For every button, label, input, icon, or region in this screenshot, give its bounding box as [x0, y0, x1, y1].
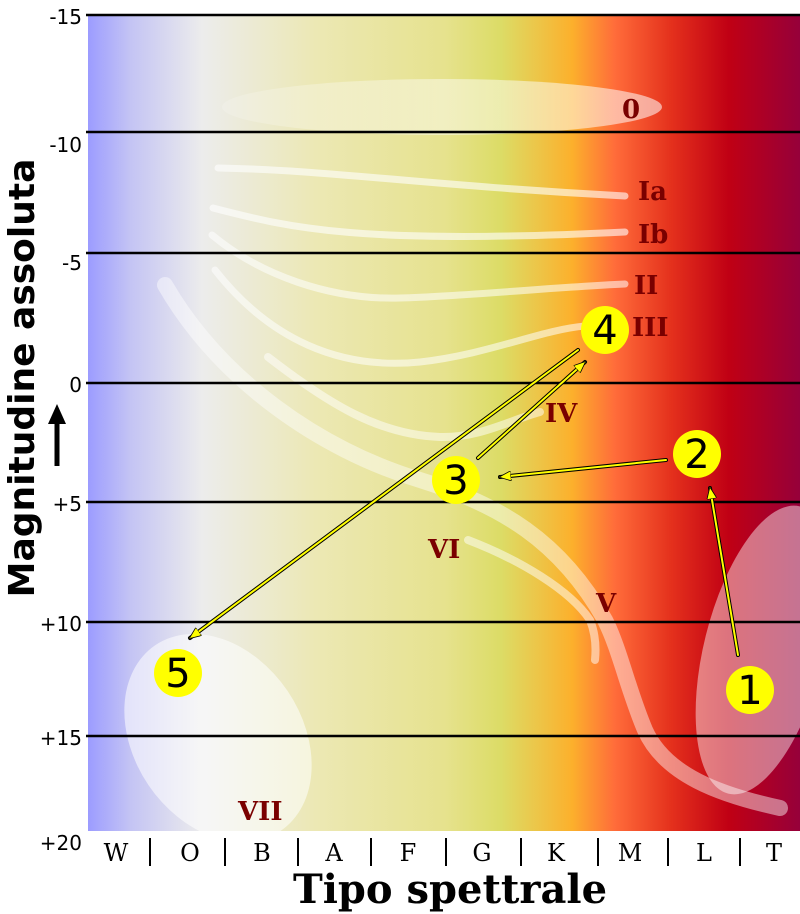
spectral-label: A	[324, 839, 343, 867]
stage-marker-4: 4	[581, 306, 629, 354]
y-tick-label: 0	[69, 373, 82, 397]
band-ib	[209, 204, 629, 241]
lum-label-v: V	[595, 589, 617, 619]
luminosity-bands	[157, 164, 788, 816]
y-tick-label: +5	[53, 492, 82, 516]
up-arrow-icon	[48, 404, 66, 466]
y-tick-label: +15	[40, 726, 82, 750]
band-ia	[214, 164, 629, 200]
arrow-3-4-fill	[477, 362, 585, 459]
lum-label-vi: VI	[427, 535, 460, 565]
spectral-separators	[149, 838, 741, 866]
lum-label-ib: Ib	[638, 220, 668, 250]
band-iv	[264, 353, 544, 442]
stage-markers: 1 2 3 4 5	[154, 306, 774, 714]
spectral-labels: W O B A F G K M L T	[104, 839, 782, 867]
y-tick-label: +20	[40, 831, 82, 855]
lum-label-ia: Ia	[638, 177, 667, 207]
stage-number: 5	[165, 651, 190, 697]
band-v	[157, 277, 788, 816]
spectral-label: F	[400, 839, 417, 867]
spectral-label: G	[472, 839, 491, 867]
spectral-label: W	[104, 839, 129, 867]
y-tick-label: -5	[62, 251, 82, 275]
lum-label-ii: II	[634, 271, 658, 301]
spectral-label: K	[547, 839, 566, 867]
lum-label-0: 0	[622, 95, 640, 125]
grid-lines	[86, 13, 800, 738]
stage-number: 2	[684, 432, 709, 478]
arrow-4-5-fill	[190, 349, 579, 638]
stage-marker-3: 3	[432, 456, 480, 504]
lum-label-vii: VII	[237, 797, 283, 827]
spectral-label: O	[180, 839, 200, 867]
spectral-label: B	[253, 839, 271, 867]
y-tick-label: +10	[40, 612, 82, 636]
y-tick-label: -15	[49, 5, 82, 29]
evolution-arrows-fill	[190, 349, 739, 656]
band-vi	[464, 536, 600, 664]
spectral-label: M	[618, 839, 643, 867]
spectral-label: T	[766, 839, 782, 867]
lum-label-iv: IV	[545, 399, 578, 429]
stage-number: 3	[443, 458, 468, 504]
stage-marker-1: 1	[726, 666, 774, 714]
hypergiant-region	[222, 79, 662, 135]
brown-dwarf-region	[695, 505, 800, 795]
arrow-2-3-fill	[500, 459, 667, 477]
luminosity-labels: 0 Ia Ib II III IV V VI VII	[237, 95, 669, 827]
y-axis-title: Magnitudine assoluta	[2, 159, 43, 598]
x-axis-title: Tipo spettrale	[293, 866, 607, 913]
lum-label-iii: III	[632, 313, 669, 343]
band-iii	[211, 266, 589, 367]
arrow-1-2-fill	[710, 488, 739, 656]
stage-number: 4	[592, 308, 617, 354]
spectral-label: L	[696, 839, 712, 867]
stage-marker-5: 5	[154, 649, 202, 697]
stage-marker-2: 2	[673, 430, 721, 478]
y-tick-labels: -15 -10 -5 0 +5 +10 +15 +20	[40, 5, 82, 855]
band-ii	[208, 231, 629, 302]
stage-number: 1	[737, 668, 762, 714]
y-tick-label: -10	[49, 133, 82, 157]
